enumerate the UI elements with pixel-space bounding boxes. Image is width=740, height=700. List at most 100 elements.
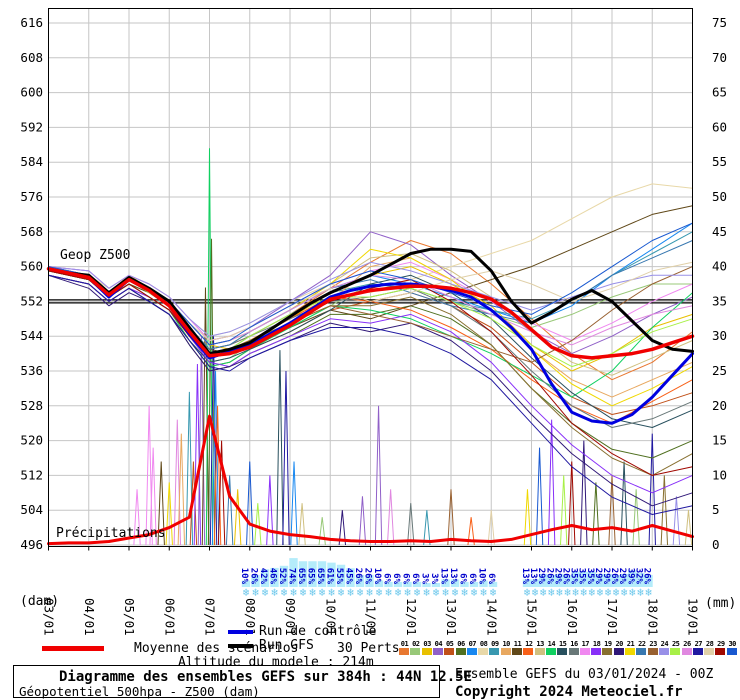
member-number-label: 09 bbox=[491, 640, 499, 648]
member-precip-spike bbox=[298, 503, 306, 546]
snowflake-icon: ❄ bbox=[376, 586, 383, 599]
x-date-label: 05/01 bbox=[122, 598, 137, 636]
x-date-label: 12/01 bbox=[404, 598, 419, 636]
snow-probability-bar bbox=[628, 570, 637, 587]
member-number-label: 26 bbox=[683, 640, 691, 648]
member-legend-item: 05 bbox=[444, 640, 455, 655]
left-axis-tick: 520 bbox=[20, 433, 43, 448]
snowflake-icon: ❄ bbox=[395, 586, 402, 599]
member-precip-spike bbox=[205, 148, 214, 546]
snow-probability-percent: 26% bbox=[609, 568, 619, 585]
snowflake-icon: ❄ bbox=[613, 586, 620, 599]
snowflake-icon: ❄ bbox=[572, 586, 579, 599]
member-legend-item: 07 bbox=[466, 640, 478, 655]
snow-probability-bar bbox=[611, 574, 621, 587]
x-date-label: 08/01 bbox=[243, 598, 258, 636]
member-legend-item: 15 bbox=[557, 640, 568, 655]
snow-probability-bar bbox=[595, 573, 605, 587]
snow-probability-bar bbox=[530, 579, 540, 587]
right-axis-tick: 0 bbox=[712, 537, 720, 552]
snowflake-icon: ❄ bbox=[271, 586, 278, 599]
snow-probability-percent: 29% bbox=[617, 568, 627, 585]
x-date-label: 16/01 bbox=[565, 598, 580, 636]
snow-probability-percent: 3% bbox=[420, 573, 430, 584]
member-precip-spike bbox=[189, 461, 198, 546]
snow-probability-bar bbox=[279, 565, 289, 587]
member-precip-spike bbox=[225, 475, 234, 546]
member-color-swatch bbox=[410, 648, 421, 655]
mean-z500-line bbox=[46, 267, 695, 360]
snow-probability-percent: 65% bbox=[296, 568, 306, 585]
member-color-swatch bbox=[534, 648, 545, 655]
member-color-swatch bbox=[636, 648, 647, 655]
snow-probability-percent: 6% bbox=[410, 573, 420, 584]
run-info-text: Ensemble GEFS du 03/01/2024 - 00Z bbox=[455, 667, 714, 682]
member-precip-spike bbox=[233, 489, 242, 546]
snow-probability-bar bbox=[336, 564, 346, 587]
member-color-swatch bbox=[647, 648, 658, 655]
left-axis-tick: 568 bbox=[20, 224, 43, 239]
snow-probability-bar bbox=[327, 562, 336, 587]
snow-probability-percent: 65% bbox=[306, 568, 316, 585]
snow-probability-bar bbox=[422, 582, 431, 587]
right-axis-tick: 25 bbox=[712, 363, 727, 378]
member-precip-spike bbox=[217, 440, 226, 546]
snow-probability-bar bbox=[431, 582, 441, 587]
x-date-label: 09/01 bbox=[283, 598, 298, 636]
member-legend-item: 27 bbox=[692, 640, 704, 655]
x-date-label: 03/01 bbox=[42, 598, 57, 636]
snow-probability-percent: 26% bbox=[544, 568, 554, 585]
member-color-swatch bbox=[681, 648, 692, 655]
snowflake-icon: ❄ bbox=[366, 586, 373, 599]
member-color-swatch bbox=[670, 648, 681, 655]
snowflake-icon: ❄ bbox=[347, 586, 354, 599]
member-precip-spike bbox=[523, 489, 532, 546]
right-axis-tick: 10 bbox=[712, 467, 727, 482]
member-precip-spike bbox=[338, 510, 347, 546]
member-precip-spike bbox=[568, 461, 576, 546]
member-number-label: 05 bbox=[445, 640, 454, 648]
member-precip-spike bbox=[201, 287, 210, 546]
member-number-label: 30 bbox=[728, 640, 736, 648]
member-precip-spike bbox=[133, 489, 141, 546]
snowflake-icon: ❄ bbox=[605, 586, 612, 599]
member-legend-item: 26 bbox=[681, 640, 693, 655]
member-precip-spike bbox=[207, 238, 216, 546]
snow-probability-percent: 10% bbox=[477, 568, 487, 585]
member-precip-spike bbox=[648, 433, 656, 546]
snow-probability-percent: 10% bbox=[239, 568, 249, 585]
member-number-label: 13 bbox=[536, 640, 544, 648]
snow-probability-bar bbox=[441, 579, 450, 587]
x-date-label: 13/01 bbox=[444, 598, 459, 636]
left-axis-tick: 528 bbox=[20, 398, 43, 413]
member-precip-spike bbox=[266, 475, 274, 546]
snow-probability-bar bbox=[555, 573, 564, 587]
snow-probability-bar bbox=[317, 561, 327, 587]
snowflake-icon: ❄ bbox=[404, 586, 411, 599]
snow-probability-percent: 29% bbox=[552, 568, 562, 585]
left-axis-tick: 536 bbox=[20, 363, 43, 378]
member-precip-spike bbox=[177, 433, 186, 546]
snow-probability-percent: 39% bbox=[625, 568, 635, 585]
member-precip-spike bbox=[386, 489, 395, 546]
left-axis-tick: 584 bbox=[20, 154, 43, 169]
member-number-label: 17 bbox=[581, 640, 590, 648]
snowflake-icon: ❄ bbox=[645, 586, 652, 599]
member-legend-item: 18 bbox=[591, 640, 602, 655]
member-precip-spike bbox=[407, 503, 415, 546]
member-color-swatch bbox=[557, 648, 568, 655]
snow-probability-percent: 13% bbox=[520, 568, 530, 585]
snowflake-icon: ❄ bbox=[524, 586, 531, 599]
member-number-label: 06 bbox=[457, 640, 465, 648]
right-axis-tick: 50 bbox=[712, 189, 727, 204]
member-number-label: 16 bbox=[570, 640, 578, 648]
snowflake-icon: ❄ bbox=[490, 586, 497, 599]
member-color-swatch bbox=[613, 648, 624, 655]
snow-probability-bar bbox=[298, 561, 308, 587]
snow-probability-bar bbox=[603, 573, 613, 587]
snow-probability-percent: 26% bbox=[363, 568, 373, 585]
left-axis-tick: 504 bbox=[20, 502, 43, 517]
member-precip-spike bbox=[185, 391, 194, 546]
snowflake-icon: ❄ bbox=[423, 586, 430, 599]
